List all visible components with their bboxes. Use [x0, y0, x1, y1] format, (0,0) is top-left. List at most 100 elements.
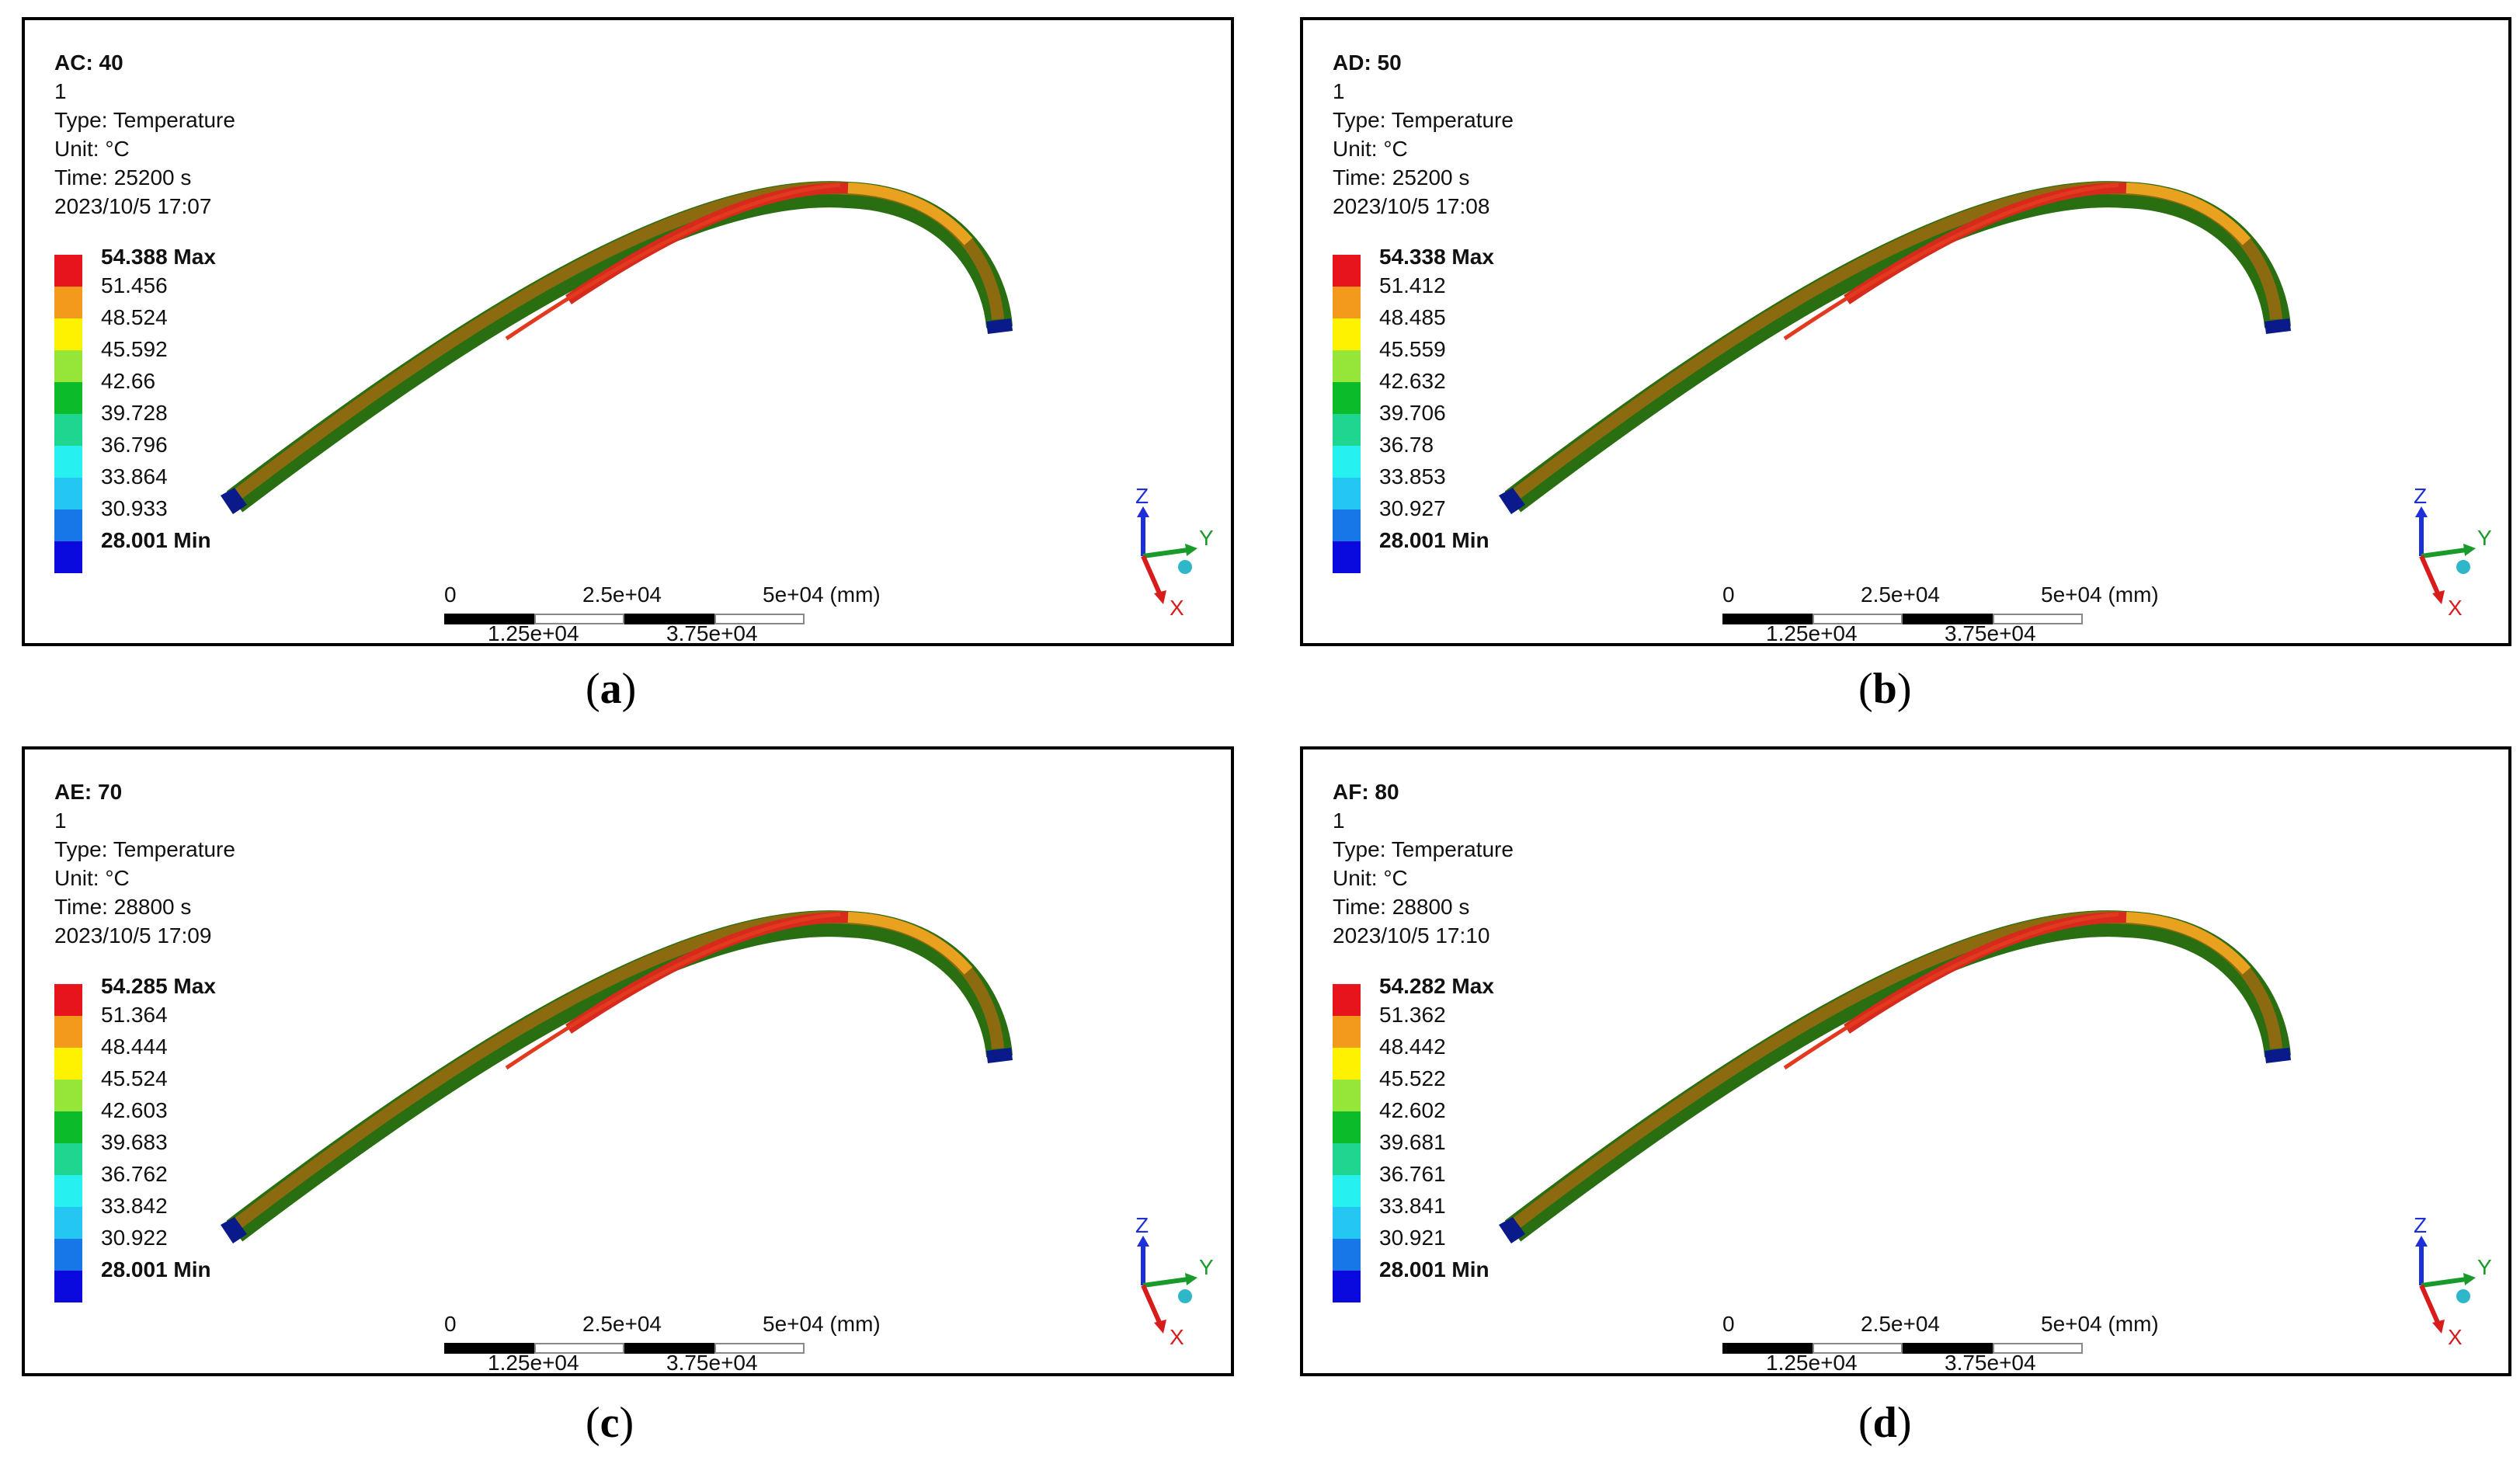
scale-bar: 0 2.5e+04 5e+04 (mm) 1.25e+04 3.75e+04 [1722, 579, 2159, 645]
axis-label-y: Y [1199, 526, 1213, 550]
legend-label: 28.001 Min [1379, 528, 1489, 552]
legend-label: 54.282 Max [1379, 974, 1494, 998]
panel-c: AE: 70 1 Type: Temperature Unit: °C Time… [22, 746, 1234, 1376]
legend-swatch [1333, 1239, 1361, 1271]
caption-b: (b) [1858, 665, 1912, 713]
result-step: 1 [1333, 809, 1345, 833]
legend-label: 28.001 Min [101, 1257, 211, 1282]
legend-swatch [1333, 255, 1361, 287]
result-unit: Unit: °C [1333, 137, 1408, 161]
legend-swatch [54, 318, 82, 350]
scale-bar: 0 2.5e+04 5e+04 (mm) 1.25e+04 3.75e+04 [1722, 1309, 2159, 1375]
scale-label-mid: 2.5e+04 [582, 1312, 662, 1336]
legend-swatch [1333, 318, 1361, 350]
result-step: 1 [1333, 79, 1345, 103]
result-unit: Unit: °C [54, 137, 130, 161]
scale-label-max: 5e+04 (mm) [2041, 583, 2159, 607]
legend-label: 39.706 [1379, 401, 1446, 425]
caption-d: (d) [1858, 1399, 1912, 1447]
legend-swatch [54, 1239, 82, 1271]
axis-triad: Z Y X [1135, 1215, 1213, 1349]
result-step: 1 [54, 809, 67, 833]
legend-swatch [54, 287, 82, 318]
scale-segment [1903, 614, 1993, 624]
beam-end-left [221, 488, 247, 514]
axis-label-z: Z [2414, 486, 2427, 508]
legend-swatch [54, 1207, 82, 1239]
axis-label-z: Z [1135, 486, 1149, 508]
legend-label: 30.927 [1379, 496, 1446, 520]
legend-swatch [54, 1111, 82, 1143]
caption-c: (c) [586, 1399, 634, 1447]
legend-swatch [54, 478, 82, 509]
legend-swatch [54, 1143, 82, 1175]
result-title: AF: 80 [1333, 780, 1399, 804]
scale-label-mid: 2.5e+04 [582, 583, 662, 607]
beam-layer-warm [2125, 183, 2251, 245]
result-time: Time: 28800 s [1333, 895, 1470, 919]
beam-layer-hot-top [505, 183, 841, 341]
scale-label-three-quarter: 3.75e+04 [666, 621, 758, 645]
scale-label-three-quarter: 3.75e+04 [666, 1351, 758, 1375]
legend-swatch [54, 350, 82, 382]
scale-bar: 0 2.5e+04 5e+04 (mm) 1.25e+04 3.75e+04 [444, 1309, 881, 1375]
result-title: AC: 40 [54, 50, 123, 75]
legend-label: 33.841 [1379, 1194, 1446, 1218]
beam-end-right [2265, 1048, 2291, 1063]
legend-label: 45.559 [1379, 337, 1446, 361]
axis-label-y: Y [2477, 526, 2491, 550]
legend-swatch [54, 382, 82, 414]
scale-segment [1813, 614, 1903, 624]
legend-label: 33.842 [101, 1194, 168, 1218]
legend-label: 54.285 Max [101, 974, 216, 998]
axis-triad: Z Y X [1135, 486, 1213, 620]
result-step: 1 [54, 79, 67, 103]
legend-label: 39.681 [1379, 1130, 1446, 1154]
legend-swatch [1333, 1048, 1361, 1080]
scale-label-mid: 2.5e+04 [1861, 583, 1940, 607]
legend-label: 51.362 [1379, 1003, 1446, 1027]
legend-label: 30.933 [101, 496, 168, 520]
scale-segment [1722, 614, 1813, 624]
beam-layer-warm [847, 183, 973, 245]
legend-label: 28.001 Min [1379, 1257, 1489, 1282]
axis-triad: Z Y X [2414, 1215, 2491, 1349]
result-date: 2023/10/5 17:10 [1333, 923, 1490, 948]
axis-label-z: Z [2414, 1215, 2427, 1237]
scale-label-quarter: 1.25e+04 [488, 621, 579, 645]
result-info: AD: 50 1 Type: Temperature Unit: °C Time… [1333, 48, 1514, 221]
scale-bar: 0 2.5e+04 5e+04 (mm) 1.25e+04 3.75e+04 [444, 579, 881, 645]
legend-label: 36.761 [1379, 1162, 1446, 1186]
legend-swatch [54, 509, 82, 541]
axis-label-x: X [2448, 596, 2463, 620]
beam-layer-hot-top [505, 912, 841, 1070]
result-info: AF: 80 1 Type: Temperature Unit: °C Time… [1333, 777, 1514, 950]
legend-label: 42.602 [1379, 1098, 1446, 1122]
scale-segment [1903, 1343, 1993, 1354]
beam-model [1499, 910, 2291, 1243]
scale-label-0: 0 [1722, 583, 1735, 607]
beam-layer-mid [232, 182, 1004, 501]
legend-label: 51.456 [101, 273, 168, 297]
legend-label: 30.921 [1379, 1226, 1446, 1250]
beam-model [1499, 181, 2291, 514]
legend-label: 42.66 [101, 369, 156, 393]
result-type: Type: Temperature [54, 108, 235, 132]
beam-model [221, 910, 1013, 1243]
scale-segment [534, 1343, 624, 1354]
scale-segment [714, 1343, 805, 1354]
legend-swatch [1333, 541, 1361, 573]
legend-label: 33.864 [101, 464, 168, 489]
panel-b: AD: 50 1 Type: Temperature Unit: °C Time… [1300, 17, 2511, 646]
legend-swatch [54, 414, 82, 446]
scale-segment [714, 614, 805, 624]
axis-label-y: Y [2477, 1255, 2491, 1279]
legend-label: 42.632 [1379, 369, 1446, 393]
legend-label: 51.364 [101, 1003, 168, 1027]
axis-label-z: Z [1135, 1215, 1149, 1237]
legend-label: 42.603 [101, 1098, 168, 1122]
legend-label: 45.524 [101, 1066, 168, 1090]
legend-swatch [1333, 1111, 1361, 1143]
axis-label-x: X [1170, 1325, 1184, 1349]
scale-segment [444, 1343, 534, 1354]
